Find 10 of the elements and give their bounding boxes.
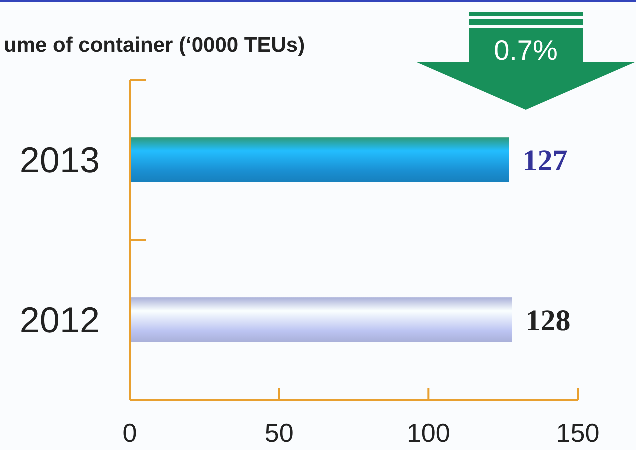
- y-tick-label: 2012: [20, 300, 100, 341]
- x-tick-label: 50: [264, 418, 294, 448]
- x-tick-label: 150: [556, 418, 600, 448]
- y-tick-label: 2013: [20, 140, 100, 181]
- data-label: 127: [522, 144, 568, 178]
- x-tick-label: 100: [406, 418, 450, 448]
- data-label: 128: [526, 304, 571, 338]
- x-tick-label: 0: [122, 418, 138, 448]
- text: 0.7%: [494, 35, 558, 66]
- chart-title: ume of container (‘0000 TEUs): [4, 34, 306, 57]
